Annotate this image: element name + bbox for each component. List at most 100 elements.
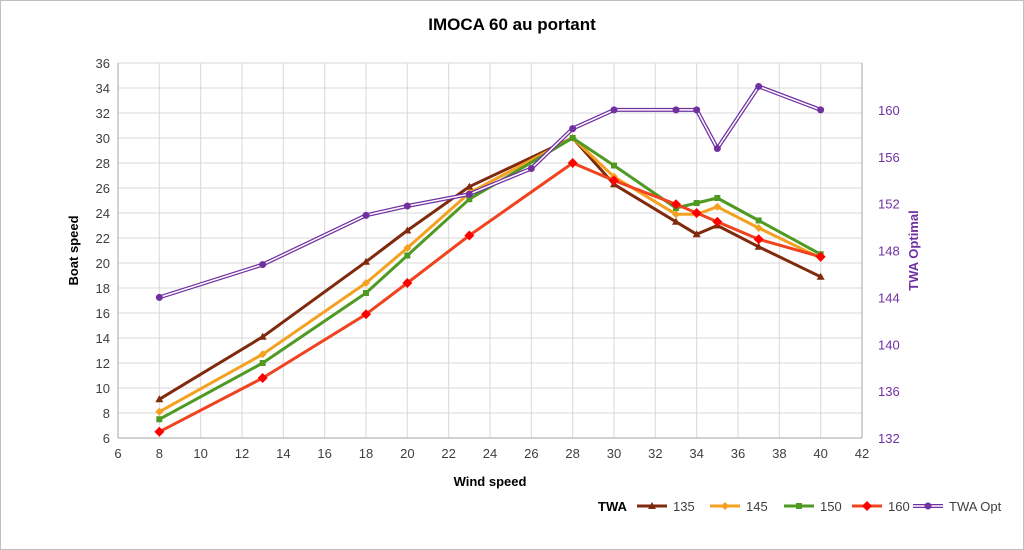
- y-tick-label: 10: [96, 381, 110, 396]
- x-tick-label: 26: [524, 446, 538, 461]
- x-tick-label: 32: [648, 446, 662, 461]
- legend-label-twa-opt: TWA Opt: [949, 499, 1002, 514]
- y2-axis-title: TWA Optimal: [906, 210, 921, 290]
- y-tick-label: 26: [96, 181, 110, 196]
- legend-label-150: 150: [820, 499, 842, 514]
- x-axis-title: Wind speed: [454, 474, 527, 489]
- legend-marker-150: [796, 503, 802, 509]
- data-point-twa-opt: [693, 106, 701, 114]
- y2-tick-label: 160: [878, 103, 900, 118]
- y2-tick-label: 136: [878, 384, 900, 399]
- data-point-160: [567, 158, 578, 168]
- data-point-150: [611, 162, 617, 169]
- data-point-135: [465, 182, 474, 190]
- x-tick-label: 42: [855, 446, 869, 461]
- data-point-135: [155, 395, 164, 403]
- y2-tick-label: 148: [878, 244, 900, 259]
- legend-marker-135: [648, 502, 656, 509]
- data-point-135: [672, 217, 680, 225]
- data-point-160: [361, 309, 371, 320]
- data-point-twa-opt: [817, 106, 825, 114]
- data-point-135: [362, 257, 370, 265]
- y-tick-label: 34: [96, 81, 110, 96]
- y-tick-label: 36: [96, 56, 110, 71]
- data-point-twa-opt: [755, 82, 763, 90]
- data-point-150: [363, 290, 369, 296]
- legend-label-160: 160: [888, 499, 910, 514]
- x-tick-label: 40: [813, 446, 827, 461]
- data-point-160: [712, 216, 723, 227]
- series-line-160: [158, 161, 822, 434]
- data-point-160: [609, 175, 619, 186]
- data-point-150: [404, 252, 411, 259]
- y-tick-label: 32: [96, 106, 110, 121]
- data-point-160: [671, 199, 681, 210]
- x-tick-label: 16: [317, 446, 331, 461]
- data-point-twa-opt: [569, 125, 577, 133]
- y-tick-label: 18: [96, 281, 110, 296]
- series-line-145: [158, 136, 822, 414]
- x-tick-label: 12: [235, 446, 249, 461]
- y-tick-label: 20: [96, 256, 110, 271]
- chart-title: IMOCA 60 au portant: [428, 15, 596, 34]
- data-point-135: [403, 226, 412, 234]
- data-point-160: [815, 251, 826, 262]
- x-tick-label: 38: [772, 446, 786, 461]
- data-point-145: [155, 407, 164, 416]
- legend-marker-twa-opt: [924, 502, 932, 510]
- x-tick-label: 36: [731, 446, 745, 461]
- data-point-150: [259, 360, 266, 366]
- data-point-135: [692, 230, 701, 238]
- data-point-twa-opt: [610, 106, 618, 114]
- data-point-twa-opt: [527, 164, 535, 172]
- y-tick-label: 6: [103, 431, 110, 446]
- x-tick-label: 10: [193, 446, 207, 461]
- data-point-twa-opt: [713, 145, 721, 153]
- y2-tick-label: 140: [878, 337, 900, 352]
- data-point-twa-opt: [362, 211, 370, 219]
- series-line-150: [158, 136, 822, 421]
- data-point-135: [754, 242, 763, 250]
- data-point-145: [403, 244, 412, 252]
- y-axis-title: Boat speed: [66, 215, 81, 285]
- data-point-145: [672, 210, 680, 219]
- x-tick-label: 6: [114, 446, 121, 461]
- data-point-160: [753, 234, 764, 245]
- x-tick-label: 24: [483, 446, 497, 461]
- y-tick-label: 30: [96, 131, 110, 146]
- data-point-150: [156, 416, 163, 423]
- x-tick-label: 28: [565, 446, 579, 461]
- y2-tick-label: 144: [878, 290, 900, 305]
- legend-marker-145: [721, 502, 729, 510]
- data-point-twa-opt: [259, 261, 267, 269]
- x-tick-label: 20: [400, 446, 414, 461]
- x-tick-label: 14: [276, 446, 290, 461]
- x-tick-label: 34: [689, 446, 703, 461]
- x-tick-label: 8: [156, 446, 163, 461]
- legend-title: TWA: [598, 499, 627, 514]
- y-tick-label: 8: [103, 406, 110, 421]
- data-point-twa-opt: [403, 202, 411, 210]
- y-tick-label: 12: [96, 356, 110, 371]
- y2-tick-label: 152: [878, 197, 900, 212]
- data-point-145: [258, 350, 267, 359]
- y-tick-label: 14: [96, 331, 110, 346]
- data-point-135: [258, 332, 267, 340]
- data-point-135: [816, 272, 825, 280]
- y2-tick-label: 132: [878, 431, 900, 446]
- y-tick-label: 22: [96, 231, 110, 246]
- data-point-160: [691, 208, 702, 218]
- y-tick-label: 28: [96, 156, 110, 171]
- data-point-160: [402, 278, 413, 288]
- x-tick-label: 30: [607, 446, 621, 461]
- y-tick-label: 24: [96, 206, 110, 221]
- data-point-160: [154, 426, 165, 437]
- data-point-160: [257, 373, 268, 383]
- data-point-twa-opt: [465, 190, 473, 198]
- data-point-145: [754, 224, 763, 232]
- x-tick-label: 22: [441, 446, 455, 461]
- data-point-twa-opt: [155, 293, 163, 301]
- data-point-150: [569, 135, 576, 141]
